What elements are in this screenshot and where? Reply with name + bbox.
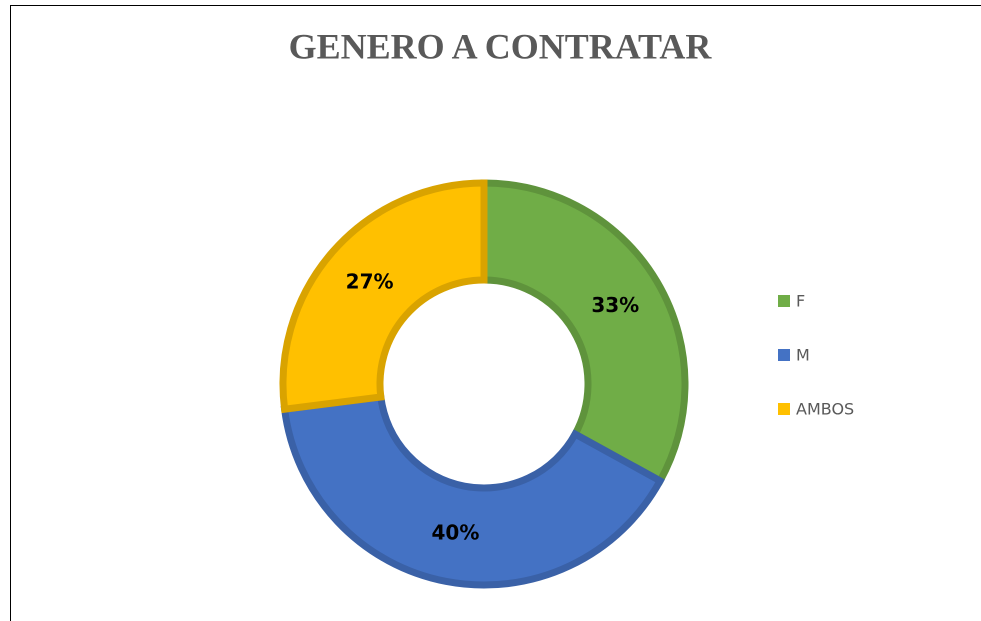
legend-label: AMBOS	[796, 400, 854, 419]
legend-label: F	[796, 292, 805, 311]
data-label: 27%	[346, 270, 394, 294]
data-label: 33%	[591, 293, 639, 317]
donut-segment	[280, 393, 665, 589]
legend-swatch	[778, 295, 790, 307]
chart-title: GENERO A CONTRATAR	[289, 26, 713, 66]
legend-swatch	[778, 349, 790, 361]
donut-segment	[279, 179, 488, 414]
donut-segment	[480, 179, 689, 486]
legend-swatch	[778, 403, 790, 415]
legend-label: M	[796, 346, 810, 365]
data-label: 40%	[431, 520, 479, 544]
